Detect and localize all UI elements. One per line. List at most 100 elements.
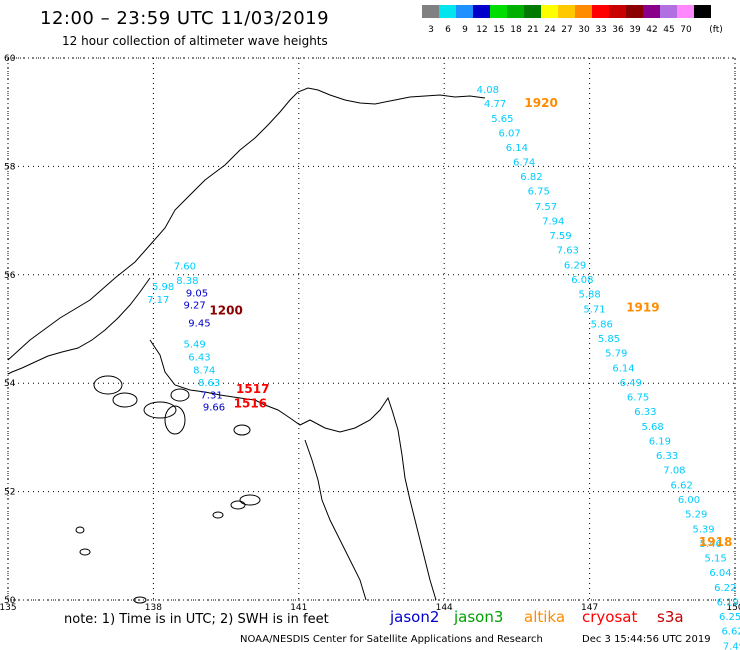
footer-note: note: 1) Time is in UTC; 2) SWH is in fe… bbox=[64, 612, 329, 627]
swh-value: 5.98 bbox=[152, 282, 174, 293]
island-outline bbox=[79, 548, 91, 556]
swh-value: 7.60 bbox=[174, 261, 196, 272]
swh-value: 5.68 bbox=[641, 422, 663, 433]
satellite-cryosat: cryosat bbox=[582, 608, 638, 626]
swh-value: 7.49 bbox=[723, 641, 740, 650]
pass-time: 1517 bbox=[236, 382, 269, 396]
legend-swatch bbox=[643, 5, 660, 18]
legend-swatch bbox=[677, 5, 694, 18]
swh-value: 5.71 bbox=[583, 305, 605, 316]
lon-tick-label: 141 bbox=[290, 603, 307, 613]
swh-value: 6.33 bbox=[656, 451, 678, 462]
legend-label: 36 bbox=[612, 25, 624, 35]
swh-value: 6.49 bbox=[620, 378, 642, 389]
legend-label: 27 bbox=[561, 25, 573, 35]
legend-label: 12 bbox=[476, 25, 488, 35]
swh-value: 5.86 bbox=[591, 319, 613, 330]
legend-unit: (ft) bbox=[709, 25, 723, 35]
swh-value: 5.79 bbox=[605, 349, 627, 360]
pass-time: 1919 bbox=[626, 301, 659, 315]
swh-value: 6.14 bbox=[506, 143, 528, 154]
legend-swatch bbox=[558, 5, 575, 18]
swh-value: 6.08 bbox=[571, 275, 593, 286]
swh-value: 8.74 bbox=[193, 365, 215, 376]
swh-value: 5.39 bbox=[692, 524, 714, 535]
swh-value: 9.27 bbox=[183, 300, 205, 311]
island-outline bbox=[212, 511, 224, 519]
lat-tick-label: 58 bbox=[4, 162, 16, 172]
satellite-s3a: s3a bbox=[657, 608, 684, 626]
swh-value: 6.74 bbox=[513, 157, 535, 168]
swh-value: 6.25 bbox=[719, 612, 740, 623]
swh-value: 6.29 bbox=[564, 260, 586, 271]
swh-value: 9.66 bbox=[203, 402, 225, 413]
legend-swatch bbox=[660, 5, 677, 18]
legend-swatch bbox=[456, 5, 473, 18]
island-outline bbox=[143, 401, 177, 419]
legend-label: 33 bbox=[595, 25, 607, 35]
swh-value: 8.38 bbox=[176, 276, 198, 287]
swh-value: 5.29 bbox=[685, 510, 707, 521]
lon-tick-label: 147 bbox=[581, 603, 598, 613]
swh-value: 6.14 bbox=[612, 363, 634, 374]
island-outline bbox=[230, 500, 246, 510]
satellite-altika: altika bbox=[524, 608, 566, 626]
swh-value: 6.04 bbox=[709, 568, 731, 579]
swh-value: 6.75 bbox=[627, 393, 649, 404]
swh-value: 6.22 bbox=[714, 583, 736, 594]
legend-swatch bbox=[609, 5, 626, 18]
legend-swatch bbox=[473, 5, 490, 18]
legend-swatch bbox=[490, 5, 507, 18]
swh-value: 7.08 bbox=[663, 466, 685, 477]
legend-label: 39 bbox=[629, 25, 641, 35]
swh-value: 7.17 bbox=[147, 295, 169, 306]
coastline-north bbox=[7, 87, 486, 361]
legend-label: 45 bbox=[663, 25, 675, 35]
pass-time: 1920 bbox=[524, 96, 557, 110]
swh-value: 6.19 bbox=[649, 436, 671, 447]
island-outline bbox=[112, 392, 138, 408]
swh-value: 6.82 bbox=[520, 172, 542, 183]
legend-swatch bbox=[592, 5, 609, 18]
lat-tick-label: 60 bbox=[4, 54, 16, 64]
coastline-west bbox=[7, 277, 151, 375]
swh-value: 6.62 bbox=[671, 480, 693, 491]
swh-value: 5.49 bbox=[183, 339, 205, 350]
legend-swatch bbox=[626, 5, 643, 18]
swh-value: 7.94 bbox=[542, 216, 564, 227]
swh-value: 6.62 bbox=[721, 627, 740, 638]
legend-label: 9 bbox=[462, 25, 468, 35]
swh-value: 6.33 bbox=[634, 407, 656, 418]
legend-label: 42 bbox=[646, 25, 658, 35]
generation-timestamp: Dec 3 15:44:56 UTC 2019 bbox=[582, 634, 711, 645]
swh-value: 5.65 bbox=[491, 114, 513, 125]
lat-tick-label: 56 bbox=[4, 271, 16, 281]
coastline-sakhalin bbox=[304, 439, 367, 601]
swh-value: 5.88 bbox=[578, 290, 600, 301]
swh-value: 7.31 bbox=[200, 390, 222, 401]
swh-value: 5.15 bbox=[704, 554, 726, 565]
credit-line: NOAA/NESDIS Center for Satellite Applica… bbox=[240, 634, 543, 645]
swh-value: 6.75 bbox=[528, 187, 550, 198]
island-outline bbox=[239, 494, 261, 506]
swh-value: 6.43 bbox=[188, 352, 210, 363]
legend-swatch bbox=[439, 5, 456, 18]
island-outline bbox=[75, 526, 85, 534]
swh-value: 4.77 bbox=[484, 99, 506, 110]
legend-swatch bbox=[541, 5, 558, 18]
lat-tick-label: 50 bbox=[4, 596, 16, 606]
satellite-jason3: jason3 bbox=[454, 608, 504, 626]
lon-tick-label: 144 bbox=[436, 603, 453, 613]
legend-label: 21 bbox=[527, 25, 539, 35]
map-frame bbox=[7, 57, 736, 601]
legend-swatch bbox=[524, 5, 541, 18]
swh-value: 4.08 bbox=[477, 85, 499, 96]
pass-time: 1918 bbox=[699, 535, 732, 549]
page-title: 12:00 – 23:59 UTC 11/03/2019 bbox=[40, 8, 330, 29]
legend-label: 18 bbox=[510, 25, 522, 35]
island-outline bbox=[133, 596, 147, 604]
island-outline bbox=[164, 405, 186, 435]
legend-label: 3 bbox=[428, 25, 434, 35]
legend-label: 70 bbox=[680, 25, 692, 35]
